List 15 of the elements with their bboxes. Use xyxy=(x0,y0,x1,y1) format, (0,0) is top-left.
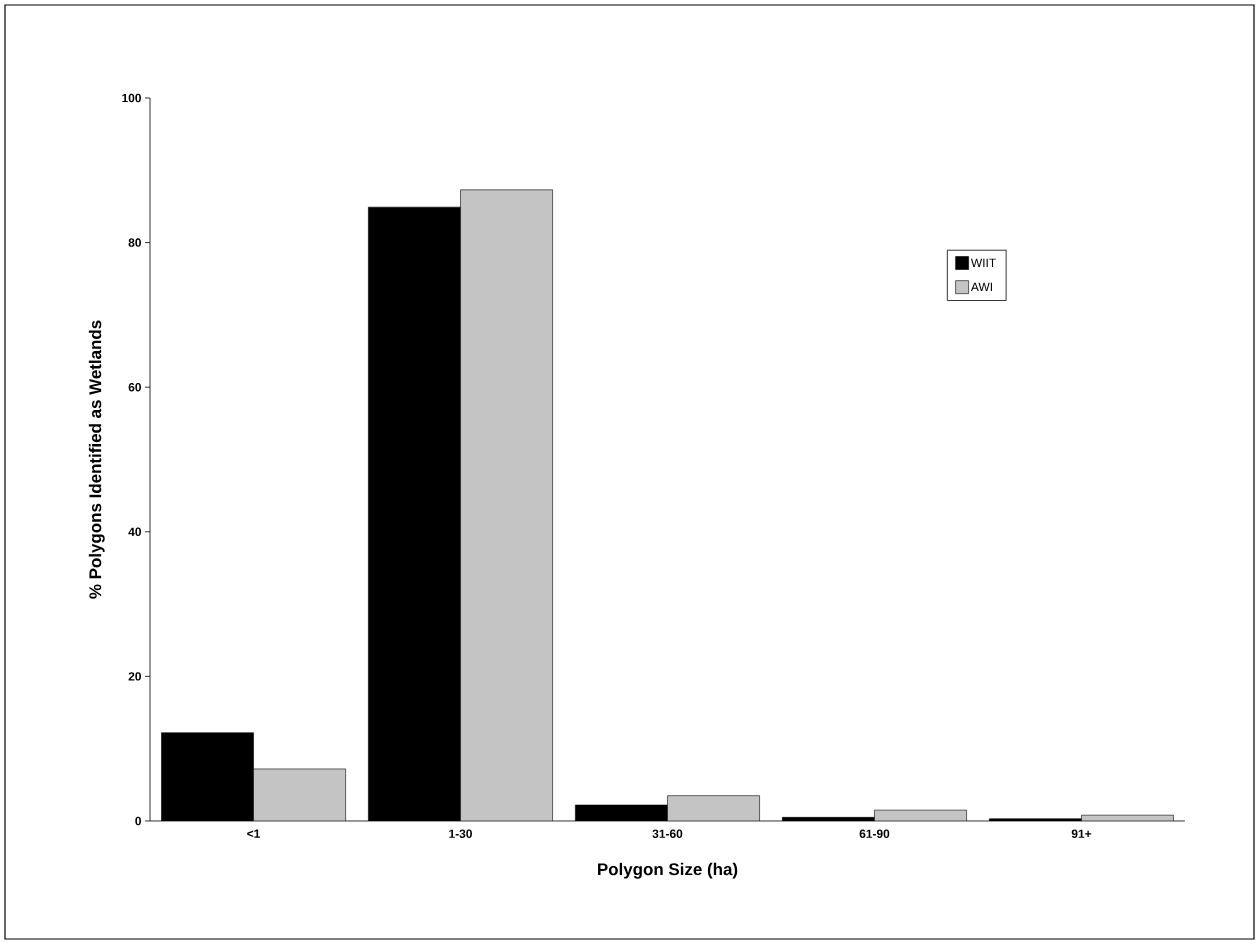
legend-label: AWI xyxy=(970,282,992,292)
x-tick-label: 61-90 xyxy=(859,829,890,838)
y-tick-label: 0 xyxy=(135,816,141,826)
y-tick-label: 20 xyxy=(128,672,141,681)
y-tick-label: 100 xyxy=(122,93,141,103)
legend-label: WIIT xyxy=(970,258,996,267)
x-tick-label: 91+ xyxy=(1071,829,1092,838)
x-tick-label: 31-60 xyxy=(652,829,683,838)
x-tick-label: 1-30 xyxy=(449,829,472,838)
y-axis-title: % Polygons Identified as Wetlands xyxy=(88,320,105,599)
y-tick-label: 40 xyxy=(128,527,141,537)
x-axis-title: Polygon Size (ha) xyxy=(598,862,738,879)
y-tick-label: 60 xyxy=(128,382,141,392)
x-tick-label: <1 xyxy=(247,829,260,838)
y-tick-label: 80 xyxy=(128,238,141,247)
